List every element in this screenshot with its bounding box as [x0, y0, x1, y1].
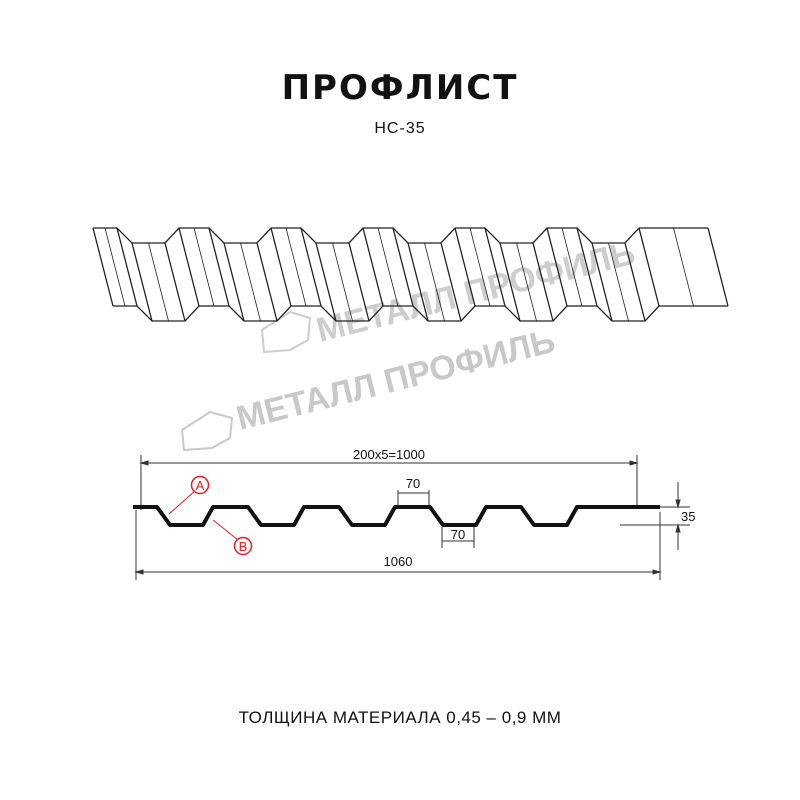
sheet-fold-line: [256, 242, 278, 322]
sheet-rib-line: [469, 227, 491, 307]
dimension-top-flat-label: 70: [406, 476, 420, 491]
sheet-rib-line: [516, 242, 537, 322]
sheet-rib-line: [561, 227, 583, 307]
sheet-fold-line: [178, 227, 200, 307]
dimension-height: [620, 482, 690, 550]
callout-a-label: A: [196, 478, 205, 493]
dimension-pitch-label: 200x5=1000: [353, 447, 425, 462]
sheet-fold-line: [164, 242, 186, 322]
profile-cross-section: [133, 505, 660, 527]
sheet-fold-line: [454, 227, 476, 307]
sheet-fold-line: [638, 227, 660, 307]
sheet-fold-line: [223, 242, 245, 322]
callout-a: A: [168, 475, 210, 515]
sheet-fold-line: [131, 242, 153, 322]
sheet-fold-line: [92, 227, 114, 307]
watermark-logo-2d: МЕТАЛЛ ПРОФИЛЬ: [180, 322, 559, 452]
sheet-fold-line: [362, 227, 384, 307]
sheet-fold-line: [116, 227, 138, 307]
dimension-total-width: [134, 510, 662, 580]
sheet-fold-line: [484, 227, 506, 307]
sheet-rib-line: [332, 242, 353, 322]
sheet-fold-line: [440, 242, 462, 322]
sheet-rib-line: [148, 242, 169, 322]
sheet-rib-line: [377, 227, 399, 307]
sheet-fold-line: [270, 227, 292, 307]
sheet-fold-line: [315, 242, 337, 322]
sheet-fold-line: [300, 227, 322, 307]
dimension-bottom-flat: [441, 527, 475, 548]
sheet-rib-line: [608, 242, 629, 322]
sheet-fold-line: [591, 242, 613, 322]
dimension-bottom-flat-label: 70: [451, 527, 465, 542]
dimension-pitch: [139, 455, 639, 510]
sheet-fold-line: [546, 227, 568, 307]
dimension-height-label: 35: [681, 509, 695, 524]
sheet-fold-line: [208, 227, 230, 307]
sheet-fold-line: [392, 227, 414, 307]
profile-sheet-3d-view: [92, 227, 729, 322]
material-thickness: ТОЛЩИНА МАТЕРИАЛА 0,45 – 0,9 ММ: [238, 708, 562, 727]
page-title: ПРОФЛИСТ: [281, 68, 519, 108]
watermark-logo-shape: [180, 410, 234, 452]
sheet-rib-line: [193, 227, 215, 307]
sheet-fold-line: [348, 242, 370, 322]
sheet-rib-line: [240, 242, 261, 322]
sheet-fold-line: [624, 242, 646, 322]
sheet-fold-line: [707, 227, 729, 307]
model-name: НС-35: [374, 120, 426, 137]
sheet-fold-line: [407, 242, 429, 322]
sheet-fold-line: [532, 242, 554, 322]
dimension-top-flat: [397, 490, 430, 507]
sheet-rib-line: [673, 227, 694, 307]
sheet-rib-line: [424, 242, 445, 322]
watermark-text: МЕТАЛЛ ПРОФИЛЬ: [233, 322, 559, 438]
dimension-total-width-label: 1060: [384, 554, 413, 569]
callout-b-label: B: [239, 539, 248, 554]
sheet-rib-line: [104, 227, 126, 307]
callout-b: B: [212, 519, 253, 556]
sheet-fold-line: [499, 242, 521, 322]
watermark-logo-shape: [260, 310, 312, 354]
sheet-rib-line: [285, 227, 307, 307]
sheet-fold-line: [576, 227, 598, 307]
